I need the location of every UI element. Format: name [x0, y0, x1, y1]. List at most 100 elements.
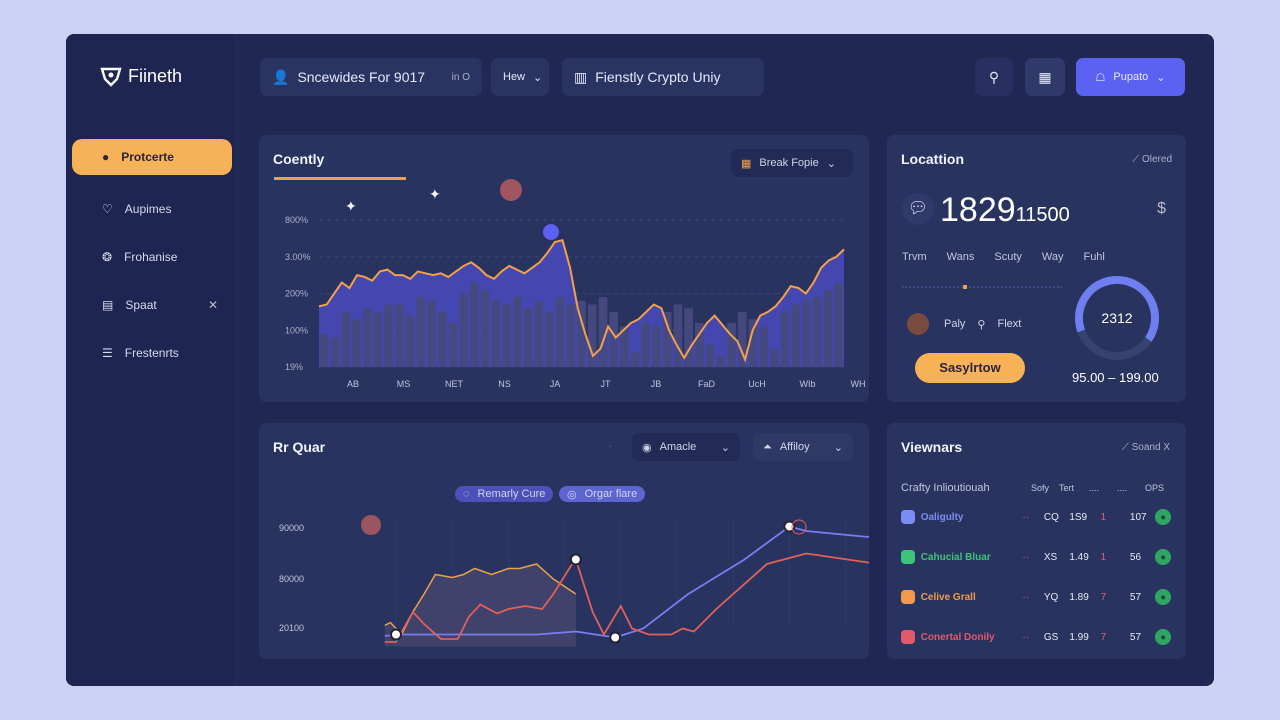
pin-icon: ⚲ — [977, 319, 986, 331]
close-icon[interactable]: ✕ — [207, 298, 218, 312]
profile-button[interactable]: ☖ Pupato ⌄ — [1076, 58, 1185, 96]
big-number-main: 1829 — [940, 191, 1016, 229]
filter-dropdown[interactable]: Hew ⌄ — [491, 58, 549, 96]
big-number-suffix: 11500 — [1015, 204, 1070, 226]
legend-label: Orgar flare — [584, 488, 638, 500]
brand-logo[interactable]: Fiineth — [100, 66, 182, 87]
search-input[interactable]: 👤 Sncewides For 9017 in O — [260, 58, 482, 96]
chevron-down-icon: ⌄ — [826, 157, 836, 170]
primary-button[interactable]: Sasylrtow — [915, 353, 1025, 383]
planet-decoration — [361, 515, 381, 535]
bar — [630, 352, 640, 367]
sidebar-item-aupimes[interactable]: ♡ Aupimes — [72, 191, 232, 227]
dotted-divider — [902, 286, 1062, 288]
affiloy-dropdown[interactable]: ⏶ Affiloy ⌄ — [753, 433, 853, 461]
dots: ·· — [1022, 591, 1030, 603]
row-icon — [901, 550, 915, 564]
bar — [437, 311, 447, 367]
sidebar-item-protcerte[interactable]: ● Protcerte — [72, 139, 232, 175]
tab[interactable]: Fuhl — [1083, 251, 1105, 263]
row-name: Conertal Donily — [920, 631, 995, 643]
cell: GS — [1043, 631, 1059, 643]
x-tick-label: WH — [851, 379, 866, 389]
avatar — [907, 313, 929, 335]
cell: 1.89 — [1069, 591, 1089, 603]
bar — [330, 337, 340, 367]
legend-remarly[interactable]: ◌ Remarly Cure — [455, 486, 554, 502]
cell: 1.99 — [1069, 631, 1089, 643]
gauge: 2312 — [1075, 276, 1159, 360]
sound-action[interactable]: ⟋ Soand X — [1121, 442, 1170, 453]
heart-icon: ♡ — [102, 202, 113, 216]
bar — [577, 300, 586, 367]
chevron-down-icon: ⌄ — [1156, 71, 1166, 84]
row-name: Oaligulty — [920, 511, 964, 523]
location-tabs: Trvm Wans Scuty Way Fuhl — [902, 251, 1105, 263]
table-row[interactable]: Cahucial Bluar ·· XS 1.49 1 56 ● — [901, 547, 1171, 567]
sidebar-item-spaat[interactable]: ▤ Spaat ✕ — [72, 287, 232, 323]
status-icon[interactable]: ● — [1155, 589, 1171, 605]
row-name: Cahucial Bluar — [920, 551, 991, 563]
sidebar-item-label: Protcerte — [121, 150, 174, 164]
bar — [641, 322, 651, 367]
pills: Paly ⚲ Flext — [944, 318, 1021, 331]
sidebar-item-frestenrts[interactable]: ☰ Frestenrts — [72, 335, 232, 371]
fingerprint-icon: ❂ — [102, 250, 113, 264]
bar — [448, 322, 458, 367]
cell: 107 — [1129, 511, 1147, 523]
break-dropdown[interactable]: ▦ Break Fopie ⌄ — [731, 149, 853, 177]
table-row[interactable]: Oaligulty ·· CQ 1Ѕ9 1 107 ● — [901, 507, 1171, 527]
action-label: Soand X — [1131, 442, 1170, 453]
tab[interactable]: Trvm — [902, 251, 927, 263]
bar — [480, 289, 490, 367]
currency-icon[interactable]: $ — [1157, 200, 1166, 217]
status-icon[interactable]: ● — [1155, 509, 1171, 525]
title-field[interactable]: ▥ Fienstly Crypto Uniy — [562, 58, 764, 96]
data-point — [569, 553, 582, 566]
tab[interactable]: Scuty — [994, 251, 1022, 263]
tab[interactable]: Way — [1041, 251, 1064, 263]
dropdown-label: Affiloy — [779, 441, 810, 453]
bar — [662, 311, 672, 367]
brand-name: Fiineth — [128, 66, 183, 86]
tab[interactable]: Wans — [946, 251, 975, 263]
bar — [780, 311, 790, 367]
amacle-dropdown[interactable]: ◉ Amacle ⌄ — [632, 433, 740, 461]
col-header: .... — [1117, 483, 1128, 493]
status-icon[interactable]: ● — [1155, 629, 1171, 645]
y-tick-label: 20100 — [279, 623, 304, 633]
bar — [834, 282, 843, 367]
cell: XS — [1043, 551, 1058, 563]
x-tick-label: NS — [498, 379, 511, 389]
bar — [341, 311, 351, 367]
cell: CQ — [1043, 511, 1059, 523]
legend-orgar[interactable]: ◎ Orgar flare — [559, 486, 646, 502]
bar — [716, 355, 726, 367]
row-name: Celive Grall — [920, 591, 976, 603]
row-icon — [901, 510, 915, 524]
dots: ·· — [1022, 551, 1030, 563]
olered-action[interactable]: ⟋ Olered — [1132, 154, 1172, 165]
table-row[interactable]: Conertal Donily ·· GS 1.99 7 57 ● — [901, 627, 1171, 647]
dropdown-label: Amacle — [659, 441, 697, 453]
pill[interactable]: Flext — [997, 318, 1022, 330]
user-icon: 👤 — [272, 68, 290, 85]
bar — [502, 304, 511, 367]
sidebar-item-frohanise[interactable]: ❂ Frohanise — [72, 239, 232, 275]
cell: YQ — [1043, 591, 1059, 603]
bar — [427, 300, 436, 367]
bar — [759, 326, 768, 367]
table-row[interactable]: Celive Grall ·· YQ 1.89 7 57 ● — [901, 587, 1171, 607]
x-tick-label: NET — [445, 379, 464, 389]
cell: 1 — [1100, 551, 1107, 563]
bar — [395, 304, 404, 367]
calendar-button[interactable]: ▦ — [1025, 58, 1065, 96]
search-button[interactable]: ⚲ — [975, 58, 1013, 96]
y-tick-label: 3.00% — [285, 252, 311, 262]
globe-icon: ◎ — [567, 488, 577, 501]
cell: 56 — [1129, 551, 1142, 563]
card-title: Viewnars — [901, 439, 963, 455]
bar — [320, 333, 329, 367]
status-icon[interactable]: ● — [1155, 549, 1171, 565]
pill[interactable]: Paly — [944, 318, 966, 330]
